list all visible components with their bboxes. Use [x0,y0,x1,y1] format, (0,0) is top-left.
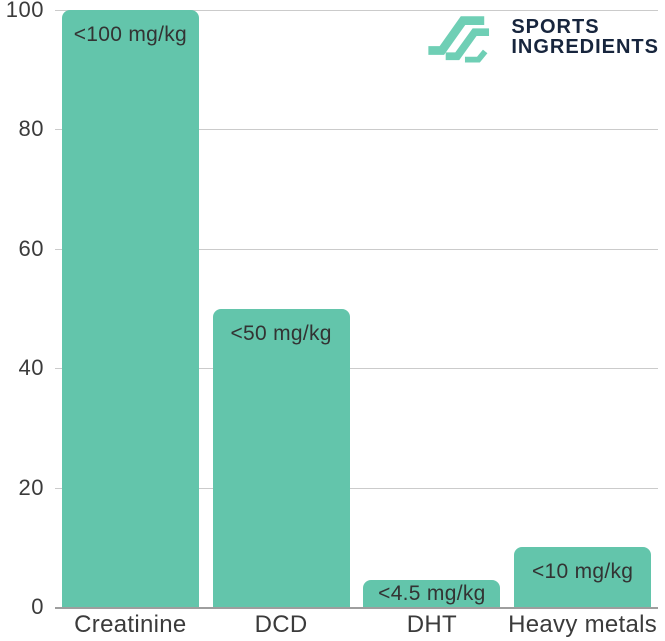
bar-slot-creatinine: <100 mg/kg [55,10,206,607]
sports-ingredients-logo: SPORTS INGREDIENTS [426,11,659,63]
bar-value-label: <100 mg/kg [73,23,188,46]
y-tick-label: 100 [5,0,44,22]
x-axis: Creatinine DCD DHT Heavy metals [55,611,658,639]
bar-slot-dht: <4.5 mg/kg [357,10,508,607]
y-tick-label: 0 [31,594,44,619]
bars-container: <100 mg/kg <50 mg/kg <4.5 mg/kg <10 mg/kg [55,10,658,607]
y-tick-label: 80 [18,116,44,142]
y-tick-label: 20 [18,474,44,500]
gridline [55,129,658,131]
category-label-dht: DHT [406,611,457,638]
category-label-heavy-metals: Heavy metals [508,611,658,638]
bar-creatinine: <100 mg/kg [61,10,199,607]
y-axis: 0 20 40 60 80 100 [0,0,44,641]
bar-slot-dcd: <50 mg/kg [206,10,357,607]
gridline [55,368,658,370]
bar-value-label: <50 mg/kg [230,321,332,345]
gridline [55,248,658,250]
bar-value-label: <10 mg/kg [531,560,634,584]
swoosh-slopes-icon [428,16,490,63]
category-label-creatinine: Creatinine [74,611,187,638]
gridline [55,487,658,489]
bar-heavy-metals: <10 mg/kg [514,547,652,607]
logo-text-line1: SPORTS [511,16,600,38]
bar-value-label: <4.5 mg/kg [378,581,486,605]
y-tick-label: 60 [18,235,44,261]
plot-area: <100 mg/kg <50 mg/kg <4.5 mg/kg <10 mg/kg [55,10,658,609]
category-label-dcd: DCD [254,611,308,638]
gridline [55,10,658,11]
bar-dht: <4.5 mg/kg [363,580,501,607]
logo-wordmark: SPORTS INGREDIENTS [511,17,659,57]
logo-text-line2: INGREDIENTS [511,36,659,58]
bar-slot-heavy-metals: <10 mg/kg [507,10,658,607]
bar-dcd: <50 mg/kg [212,308,350,607]
y-tick-label: 40 [18,355,44,381]
